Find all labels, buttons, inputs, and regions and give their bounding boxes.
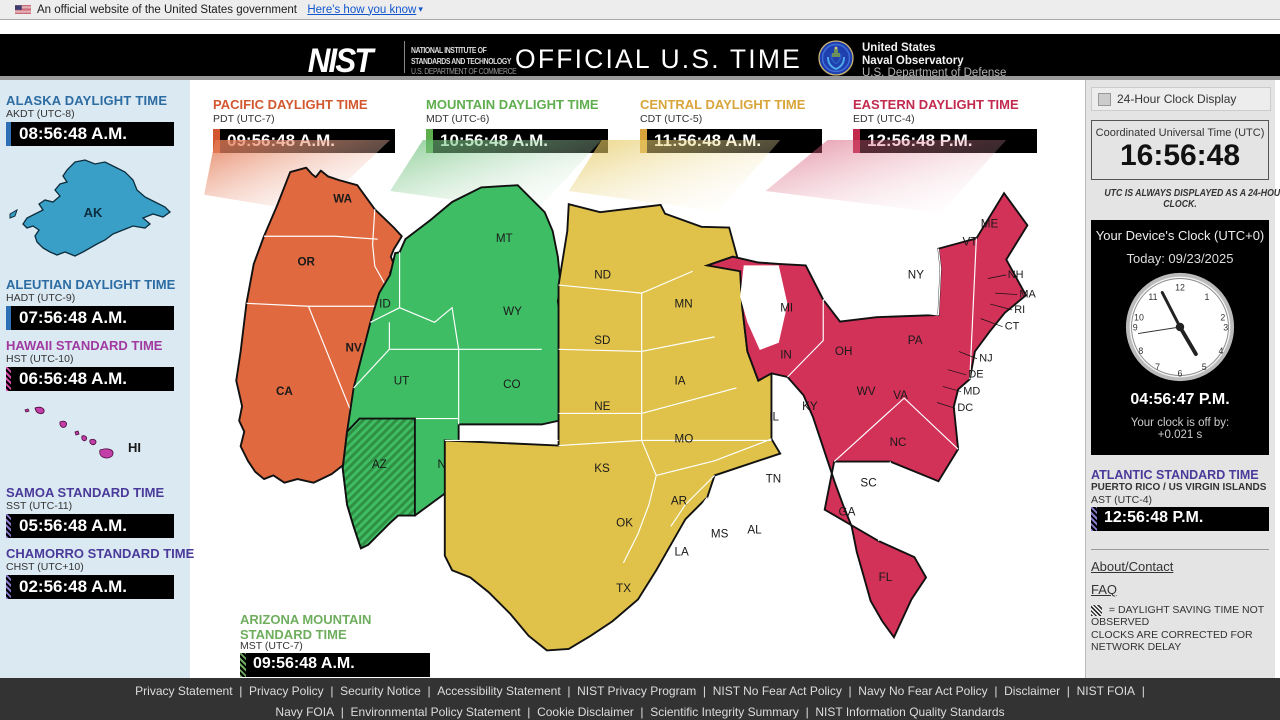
svg-text:KS: KS [594, 462, 610, 475]
svg-text:NC: NC [890, 436, 907, 449]
svg-text:IN: IN [780, 349, 792, 362]
svg-text:OK: OK [616, 516, 633, 529]
svg-text:MA: MA [1019, 289, 1036, 301]
svg-text:WA: WA [333, 193, 352, 206]
svg-text:VT: VT [963, 236, 978, 249]
svg-text:4: 4 [1219, 346, 1224, 356]
svg-text:ME: ME [981, 218, 999, 231]
svg-text:ID: ID [379, 298, 391, 311]
svg-text:9: 9 [1133, 323, 1138, 333]
svg-text:HI: HI [128, 440, 141, 455]
svg-text:CA: CA [276, 385, 293, 398]
svg-text:DC: DC [957, 402, 973, 414]
svg-text:NE: NE [594, 400, 610, 413]
svg-text:WY: WY [503, 305, 522, 318]
svg-text:WV: WV [857, 385, 876, 398]
svg-text:AZ: AZ [372, 458, 387, 471]
svg-text:NY: NY [908, 269, 924, 282]
svg-text:CT: CT [1005, 321, 1020, 333]
svg-text:6: 6 [1178, 368, 1183, 378]
svg-text:2: 2 [1220, 312, 1225, 322]
svg-text:3: 3 [1223, 323, 1228, 333]
svg-text:IA: IA [674, 374, 685, 387]
svg-text:MI: MI [780, 301, 793, 314]
svg-text:10: 10 [1134, 312, 1144, 322]
svg-text:OH: OH [835, 345, 852, 358]
svg-text:SC: SC [860, 476, 876, 489]
svg-text:11: 11 [1148, 292, 1157, 302]
svg-text:NJ: NJ [979, 353, 992, 365]
svg-text:ND: ND [594, 269, 611, 282]
svg-text:TN: TN [766, 473, 782, 486]
svg-text:CO: CO [503, 378, 520, 391]
svg-text:1: 1 [1205, 292, 1210, 302]
svg-text:AK: AK [84, 205, 103, 220]
svg-text:LA: LA [674, 546, 688, 559]
svg-text:AL: AL [747, 524, 762, 537]
svg-text:KY: KY [802, 400, 818, 413]
svg-text:7: 7 [1155, 362, 1160, 372]
svg-text:MO: MO [674, 433, 693, 446]
svg-text:5: 5 [1202, 362, 1207, 372]
svg-text:NV: NV [346, 341, 362, 354]
svg-text:SD: SD [594, 334, 610, 347]
svg-text:12: 12 [1175, 283, 1185, 293]
svg-text:PA: PA [908, 334, 923, 347]
svg-text:AR: AR [671, 495, 687, 508]
svg-text:RI: RI [1014, 304, 1025, 316]
svg-text:MN: MN [674, 298, 692, 311]
svg-text:MS: MS [711, 527, 729, 540]
svg-text:IL: IL [769, 411, 779, 424]
svg-text:MT: MT [496, 232, 513, 245]
svg-text:MD: MD [963, 385, 980, 397]
svg-text:FL: FL [879, 571, 893, 584]
svg-text:VA: VA [893, 389, 908, 402]
svg-text:8: 8 [1138, 346, 1143, 356]
svg-text:GA: GA [839, 506, 856, 519]
svg-text:NH: NH [1008, 269, 1024, 281]
svg-text:OR: OR [298, 255, 316, 268]
svg-text:DE: DE [968, 369, 983, 381]
svg-text:TX: TX [616, 582, 631, 595]
svg-text:UT: UT [394, 374, 410, 387]
